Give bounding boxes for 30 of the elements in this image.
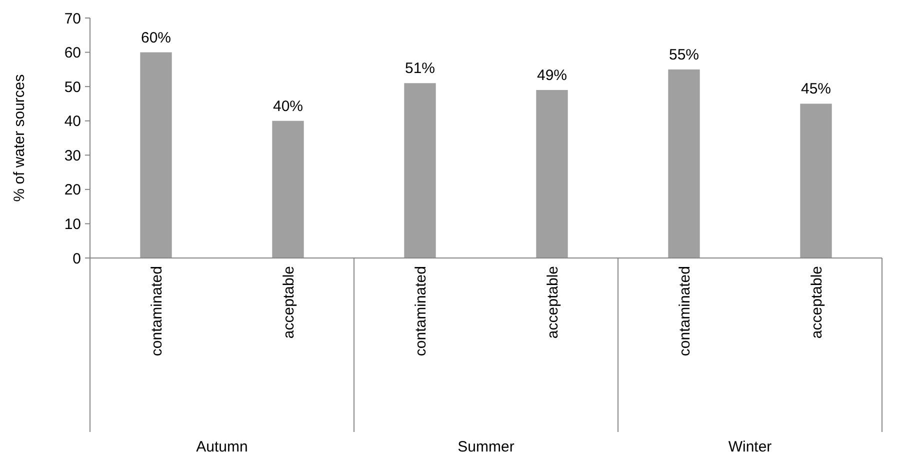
bar	[404, 83, 436, 258]
x-tick-label: acceptable	[280, 266, 298, 339]
y-tick-label: 20	[64, 182, 81, 199]
y-tick-label: 70	[64, 10, 81, 28]
text: Winter	[728, 438, 772, 456]
x-tick-label: contaminated	[412, 266, 430, 356]
x-tick-label: acceptable	[808, 266, 826, 339]
data-label: 45%	[800, 80, 832, 98]
y-tick-label: 30	[64, 147, 81, 164]
bar	[272, 120, 304, 258]
data-label: 55%	[668, 46, 700, 64]
y-tick-label: 10	[64, 216, 81, 233]
data-label: 49%	[536, 67, 568, 84]
x-tick-label: acceptable	[544, 266, 562, 339]
x-tick-label: contaminated	[676, 266, 694, 356]
data-label: 60%	[140, 29, 172, 46]
y-tick-label: 50	[64, 78, 81, 96]
bar	[536, 90, 568, 258]
text: Summer	[458, 438, 514, 456]
y-axis-title: % of water sources	[11, 74, 28, 202]
bar	[668, 69, 700, 258]
y-tick-label: 0	[72, 250, 81, 268]
data-label: 40%	[272, 98, 304, 115]
y-tick-label: 60	[64, 44, 81, 62]
text: Autumn	[196, 438, 248, 456]
bar	[800, 104, 832, 258]
y-tick-label: 40	[64, 113, 81, 130]
bar	[140, 52, 172, 258]
data-label: 51%	[404, 60, 436, 78]
x-tick-label: contaminated	[148, 266, 166, 356]
